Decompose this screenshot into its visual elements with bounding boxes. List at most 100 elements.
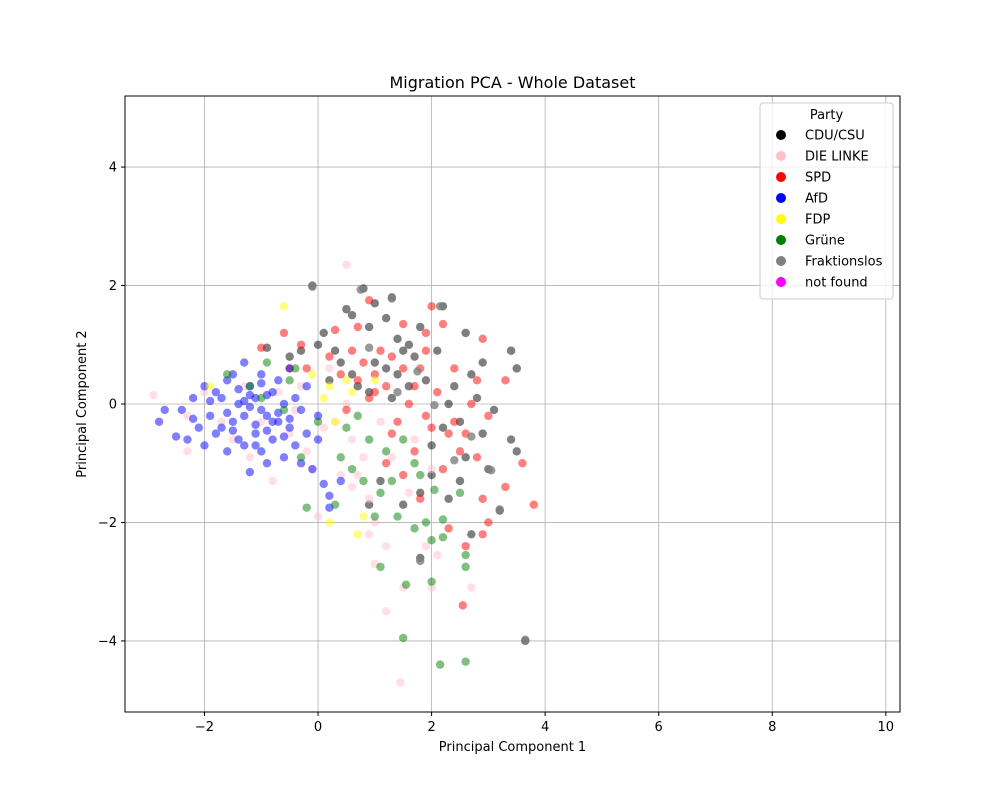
data-point bbox=[319, 393, 328, 403]
data-point bbox=[427, 302, 436, 311]
data-point bbox=[484, 411, 493, 421]
data-point bbox=[381, 364, 391, 373]
data-point bbox=[347, 464, 357, 474]
data-point bbox=[313, 411, 323, 421]
data-point bbox=[222, 370, 232, 379]
legend-label: DIE LINKE bbox=[805, 150, 869, 165]
data-point bbox=[376, 476, 385, 486]
data-point bbox=[478, 494, 487, 503]
data-point bbox=[478, 429, 487, 438]
data-point bbox=[410, 435, 419, 444]
data-point bbox=[421, 541, 431, 551]
data-point bbox=[438, 423, 448, 432]
legend-label: Grüne bbox=[805, 234, 845, 249]
data-point bbox=[444, 429, 453, 438]
legend-label: CDU/CSU bbox=[805, 129, 865, 144]
data-point bbox=[399, 435, 408, 444]
data-point bbox=[347, 370, 357, 379]
data-point bbox=[450, 382, 459, 391]
data-point bbox=[421, 411, 431, 421]
data-point bbox=[160, 405, 169, 415]
data-point bbox=[506, 346, 516, 355]
data-point bbox=[359, 453, 368, 462]
data-point bbox=[421, 376, 431, 385]
data-point bbox=[381, 607, 391, 616]
data-point bbox=[183, 435, 192, 444]
legend-label: SPD bbox=[805, 171, 831, 186]
data-point bbox=[188, 393, 198, 403]
data-point bbox=[291, 364, 300, 373]
data-point bbox=[455, 488, 465, 498]
data-point bbox=[325, 376, 334, 385]
data-point bbox=[245, 467, 255, 477]
data-point bbox=[438, 515, 448, 524]
data-point bbox=[245, 453, 255, 462]
data-point bbox=[257, 393, 266, 403]
legend: Party CDU/CSU DIE LINKE SPD AfD FDP Grüne Frak… bbox=[759, 102, 894, 300]
legend-title: Party bbox=[810, 108, 844, 123]
data-point bbox=[245, 382, 255, 391]
data-point bbox=[336, 470, 345, 480]
data-point bbox=[501, 482, 510, 492]
data-point bbox=[444, 399, 453, 409]
data-point bbox=[364, 494, 374, 503]
data-point bbox=[427, 583, 436, 592]
legend-entry: Grüne bbox=[776, 234, 845, 249]
data-point bbox=[217, 417, 226, 426]
data-point bbox=[364, 530, 374, 539]
data-point bbox=[296, 453, 306, 462]
data-point bbox=[370, 358, 380, 367]
data-point bbox=[404, 340, 414, 349]
data-point bbox=[171, 432, 181, 441]
data-point bbox=[359, 358, 368, 367]
data-point bbox=[342, 376, 351, 385]
data-point bbox=[347, 435, 357, 444]
data-point bbox=[512, 447, 521, 456]
data-point bbox=[319, 423, 328, 432]
data-point bbox=[506, 435, 516, 444]
data-point bbox=[450, 364, 459, 373]
x-tick-label: −2 bbox=[195, 720, 214, 735]
data-point bbox=[325, 491, 334, 501]
data-point bbox=[421, 328, 431, 338]
data-point bbox=[245, 390, 255, 400]
data-point bbox=[401, 580, 411, 589]
data-point bbox=[393, 370, 402, 379]
data-point bbox=[461, 453, 470, 462]
data-point bbox=[353, 411, 362, 421]
data-point bbox=[222, 447, 232, 456]
data-point bbox=[430, 400, 439, 410]
data-point bbox=[291, 393, 300, 403]
data-point bbox=[364, 296, 374, 305]
data-point bbox=[370, 376, 380, 385]
data-point bbox=[308, 282, 317, 291]
data-point bbox=[296, 340, 306, 349]
x-tick-label: 0 bbox=[314, 720, 322, 735]
data-point bbox=[433, 550, 442, 560]
data-point bbox=[279, 399, 289, 409]
data-point bbox=[433, 346, 442, 355]
data-point bbox=[353, 470, 362, 480]
data-point bbox=[427, 423, 436, 432]
legend-marker bbox=[776, 130, 786, 140]
data-point bbox=[262, 459, 272, 468]
data-point bbox=[438, 319, 448, 329]
data-point bbox=[501, 376, 510, 385]
data-point bbox=[413, 367, 422, 376]
data-point bbox=[376, 417, 385, 426]
series-spd bbox=[257, 296, 538, 610]
data-point bbox=[370, 370, 380, 379]
data-point bbox=[393, 512, 402, 521]
data-point bbox=[342, 399, 351, 409]
data-point bbox=[211, 429, 221, 438]
data-point bbox=[359, 512, 368, 521]
data-point bbox=[342, 405, 351, 415]
data-point bbox=[330, 325, 340, 335]
data-point bbox=[399, 633, 408, 643]
data-point bbox=[251, 429, 260, 438]
data-point bbox=[302, 429, 311, 438]
data-point bbox=[353, 376, 362, 385]
data-point bbox=[262, 426, 272, 435]
data-point bbox=[495, 505, 504, 514]
data-point bbox=[296, 346, 306, 355]
